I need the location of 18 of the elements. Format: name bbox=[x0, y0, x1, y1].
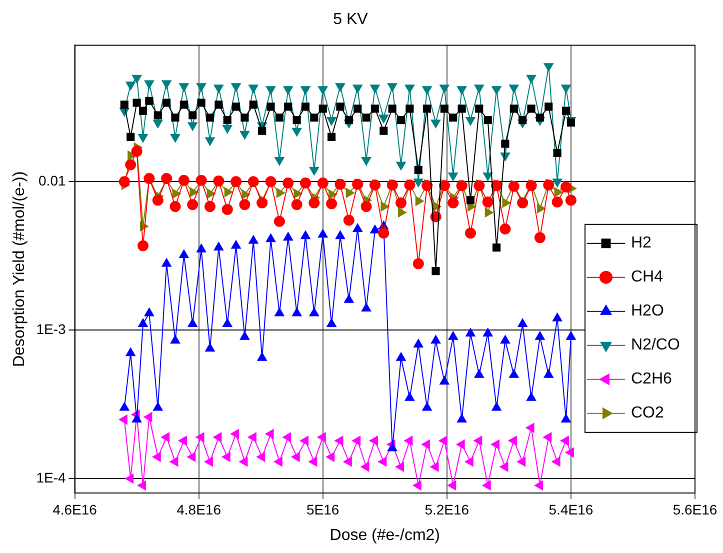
y-tick-label: 0.01 bbox=[38, 172, 66, 189]
x-axis-title: Dose (#e-/cm2) bbox=[330, 526, 440, 544]
x-tick-label: 5E16 bbox=[306, 501, 340, 518]
legend-label: N2/CO bbox=[631, 336, 680, 354]
legend-label: C2H6 bbox=[631, 370, 672, 388]
legend-label: H2 bbox=[631, 234, 652, 252]
legend-label: H2O bbox=[631, 302, 664, 320]
legend-label: CH4 bbox=[631, 268, 664, 286]
chart-title: 5 KV bbox=[333, 11, 368, 28]
x-tick-label: 4.6E16 bbox=[52, 501, 98, 518]
legend-label: CO2 bbox=[631, 404, 664, 422]
y-tick-label: 1E-4 bbox=[36, 469, 66, 486]
x-tick-label: 5.6E16 bbox=[672, 501, 718, 518]
y-axis-title: Desorption Yield (#mol/(e-)) bbox=[11, 171, 28, 367]
x-tick-label: 4.8E16 bbox=[176, 501, 222, 518]
y-tick-label: 1E-3 bbox=[36, 320, 66, 337]
x-tick-label: 5.2E16 bbox=[424, 501, 470, 518]
x-tick-label: 5.4E16 bbox=[548, 501, 594, 518]
